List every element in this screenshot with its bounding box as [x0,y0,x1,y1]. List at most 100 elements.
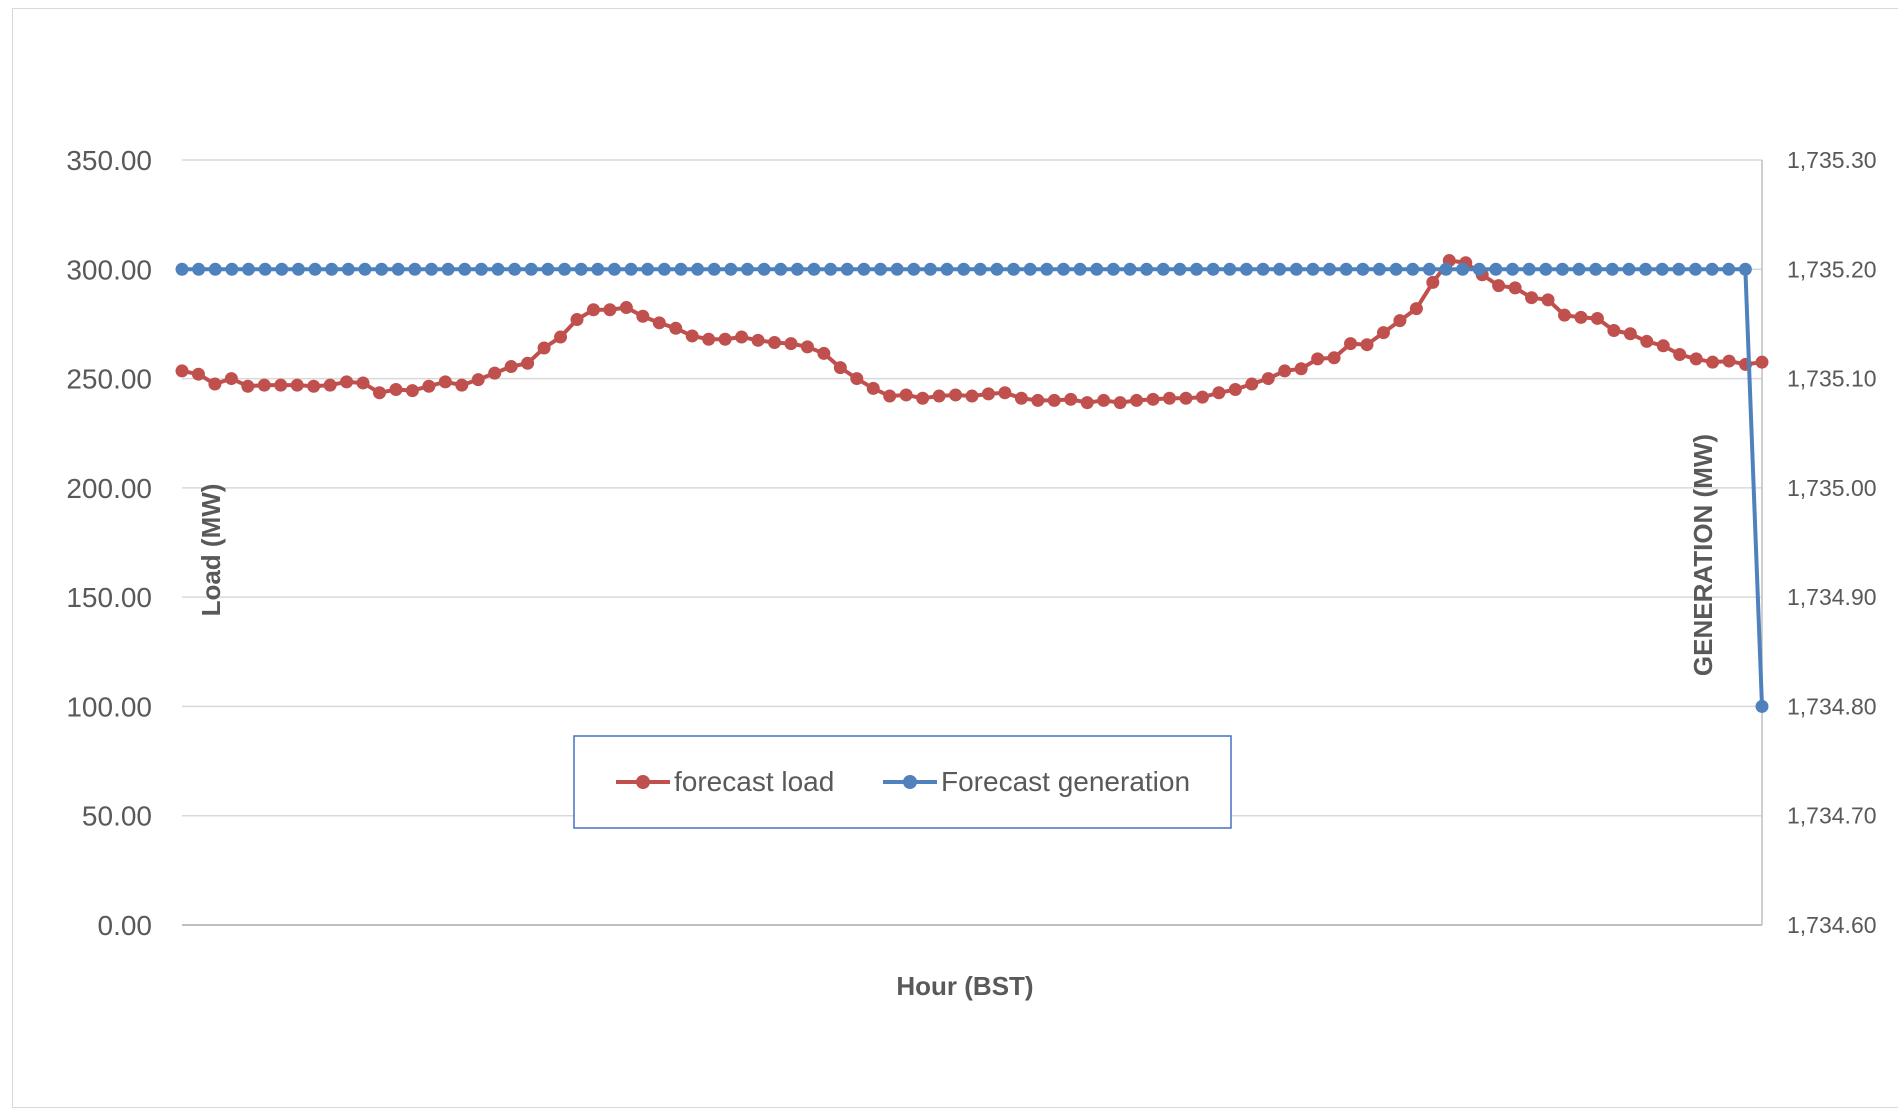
data-point-forecast-load [175,364,189,378]
data-point-forecast-load [1146,392,1160,406]
data-point-forecast-load [636,309,650,323]
data-point-forecast-generation [1007,262,1021,276]
data-point-forecast-load [1179,391,1193,405]
data-point-forecast-load [1689,352,1703,366]
data-point-forecast-load [488,366,502,380]
data-point-forecast-generation [857,262,871,276]
data-point-forecast-load [405,384,419,398]
data-point-forecast-load [735,330,749,344]
data-point-forecast-load [800,340,814,354]
data-point-forecast-generation [657,262,671,276]
data-point-forecast-load [1195,390,1209,404]
y-tick-label: 350.00 [66,145,152,176]
y-tick-label: 200.00 [66,473,152,504]
data-point-forecast-generation [1140,262,1154,276]
data-point-forecast-load [1113,396,1127,410]
data-point-forecast-load [1590,311,1604,325]
data-point-forecast-load [702,332,716,346]
data-point-forecast-generation [923,262,937,276]
data-point-forecast-generation [1073,262,1087,276]
data-point-forecast-generation [591,262,605,276]
data-point-forecast-load [537,341,551,355]
data-point-forecast-generation [358,262,372,276]
data-point-forecast-load [817,346,831,360]
data-point-forecast-generation [957,262,971,276]
data-point-forecast-generation [940,262,954,276]
data-point-forecast-generation [1323,262,1337,276]
data-point-forecast-load [1393,314,1407,328]
data-point-forecast-generation [1572,262,1586,276]
legend-item-forecast-load: forecast load [616,766,834,797]
data-point-forecast-generation [524,262,538,276]
data-point-forecast-load [718,332,732,346]
data-point-forecast-load [1163,391,1176,405]
data-point-forecast-load [1541,293,1555,307]
data-point-forecast-generation [1422,262,1436,276]
data-point-forecast-generation [1106,262,1120,276]
data-point-forecast-load [422,379,436,393]
data-point-forecast-load [685,329,699,343]
data-point-forecast-load [455,378,469,392]
data-point-forecast-load [965,389,979,403]
data-point-forecast-load [866,381,880,395]
data-point-forecast-load [784,337,798,351]
data-point-forecast-generation [1755,699,1769,713]
data-point-forecast-generation [1056,262,1070,276]
data-point-forecast-generation [192,262,206,276]
data-point-forecast-load [916,391,930,405]
data-point-forecast-generation [1356,262,1370,276]
data-point-forecast-generation [874,262,888,276]
chart-frame: 0.00 50.00 100.00 150.00 200.00 250.00 300.00 3… [12,8,1898,1108]
data-point-forecast-load [356,376,370,390]
y2-axis-title: GENERATION (MW) [1688,434,1718,676]
data-point-forecast-load [1722,354,1736,368]
data-point-forecast-generation [1206,262,1220,276]
y-tick-label: 250.00 [66,364,152,395]
data-point-forecast-generation [1023,262,1037,276]
right-axis-ticks: 1,734.60 1,734.70 1,734.80 1,734.90 1,735.00… [1787,147,1877,938]
data-point-forecast-generation [225,262,239,276]
data-point-forecast-load [373,386,386,400]
data-point-forecast-generation [258,262,272,276]
data-point-forecast-generation [790,262,804,276]
data-point-forecast-load [1228,383,1242,396]
data-point-forecast-generation [1439,262,1453,276]
y2-tick-label: 1,735.20 [1787,256,1877,282]
data-point-forecast-load [504,360,518,374]
data-point-forecast-load [1344,337,1358,351]
data-point-forecast-generation [1273,262,1287,276]
data-point-forecast-load [438,375,452,389]
data-point-forecast-generation [774,262,788,276]
data-point-forecast-load [389,383,403,396]
y2-tick-label: 1,734.90 [1787,584,1877,610]
data-point-forecast-load [340,375,354,389]
data-point-forecast-generation [1622,262,1636,276]
data-point-forecast-generation [707,262,721,276]
data-point-forecast-generation [724,262,738,276]
legend-label-forecast-load: forecast load [674,766,834,797]
legend-marker-forecast-load [636,775,650,789]
data-point-forecast-load [850,372,864,386]
data-point-forecast-generation [1389,262,1403,276]
data-point-forecast-load [619,301,633,315]
data-point-forecast-load [1607,323,1621,337]
series-line-forecast-load [181,258,1763,405]
y-tick-label: 150.00 [66,582,152,613]
data-point-forecast-generation [325,262,339,276]
data-point-forecast-load [1130,393,1144,407]
data-point-forecast-load [1212,386,1226,400]
line-chart: 0.00 50.00 100.00 150.00 200.00 250.00 300.00 3… [66,145,1877,1001]
data-point-forecast-load [1014,391,1028,405]
data-point-forecast-generation [890,262,904,276]
y2-tick-label: 1,734.70 [1787,803,1877,829]
data-point-forecast-load [669,321,683,335]
data-point-forecast-generation [491,262,505,276]
data-point-forecast-generation [1639,262,1653,276]
data-point-forecast-generation [624,262,638,276]
data-point-forecast-load [1623,327,1637,341]
data-point-forecast-generation [341,262,355,276]
data-point-forecast-load [290,378,304,392]
data-point-forecast-generation [474,262,488,276]
data-point-forecast-load [208,377,222,391]
data-point-forecast-generation [1223,262,1237,276]
